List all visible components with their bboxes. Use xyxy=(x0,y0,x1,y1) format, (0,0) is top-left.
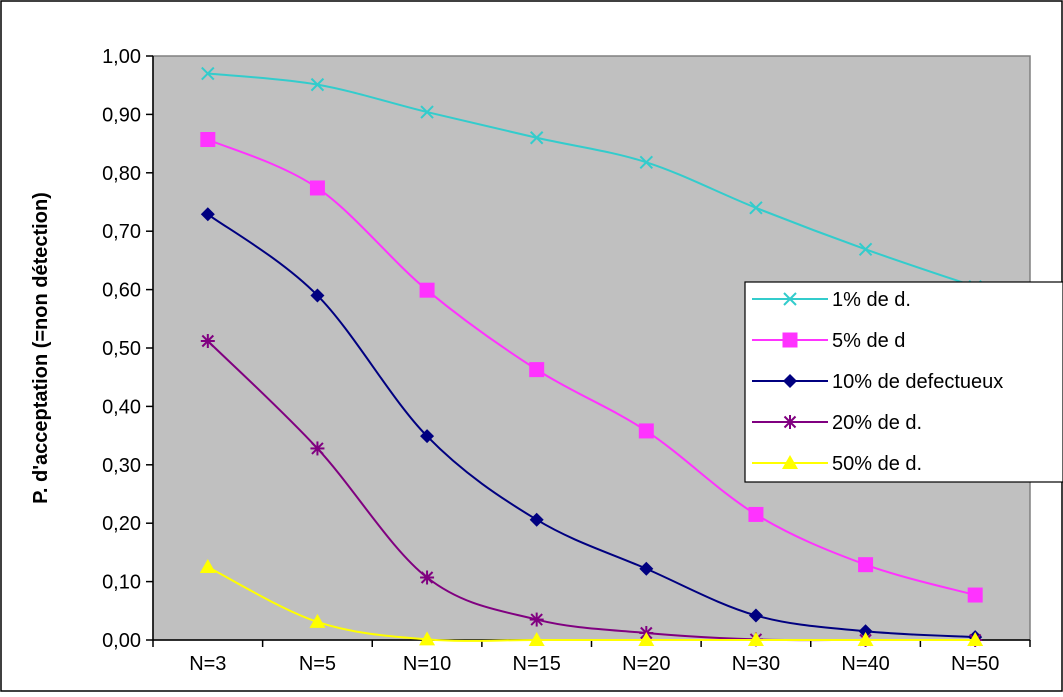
legend-label: 5% de d xyxy=(832,330,905,352)
series-5 xyxy=(199,559,984,646)
data-point xyxy=(309,180,325,196)
star-stroke xyxy=(311,442,324,455)
data-point xyxy=(858,557,874,573)
data-point xyxy=(858,624,873,639)
data-point xyxy=(639,561,654,576)
y-tick-label: 0,00 xyxy=(102,630,141,652)
y-axis: 0,00 0,10 0,20 0,30 0,40 0,50 0,60 0,70 0,80 0,90… xyxy=(102,46,154,652)
data-point xyxy=(419,631,436,646)
series-3 xyxy=(200,207,983,645)
series-1 xyxy=(201,66,982,294)
data-point xyxy=(858,242,873,257)
data-point xyxy=(529,612,544,627)
series-line xyxy=(207,213,976,639)
x-stroke xyxy=(749,201,763,215)
y-tick-label: 0,20 xyxy=(102,513,141,535)
x-stroke xyxy=(639,155,654,169)
x-tick-label: N=30 xyxy=(732,653,780,675)
legend-label: 10% de defectueux xyxy=(832,371,1003,393)
legend-marker xyxy=(782,455,798,469)
data-point xyxy=(420,429,435,444)
data-point xyxy=(638,423,654,439)
legend-label: 20% de d. xyxy=(832,412,922,434)
data-point xyxy=(201,66,215,81)
y-tick-label: 0,40 xyxy=(102,396,141,418)
data-point xyxy=(420,570,435,585)
x-tick-label: N=15 xyxy=(513,653,561,675)
series-2 xyxy=(200,132,983,603)
y-tick-label: 0,90 xyxy=(102,104,141,126)
data-point xyxy=(857,632,874,646)
x-stroke xyxy=(529,131,544,145)
star-stroke xyxy=(201,334,215,348)
y-tick-label: 0,10 xyxy=(102,572,141,594)
legend-item: 50% de d. xyxy=(752,453,922,475)
data-point xyxy=(200,207,215,222)
x-tick-label: N=10 xyxy=(403,653,451,675)
data-point xyxy=(310,288,325,303)
data-point xyxy=(748,608,763,623)
data-point xyxy=(749,201,763,215)
y-tick-label: 0,50 xyxy=(102,338,141,360)
data-point xyxy=(310,77,325,92)
x-stroke xyxy=(201,66,215,81)
x-tick-label: N=20 xyxy=(622,653,670,675)
x-tick-label: N=50 xyxy=(951,653,999,675)
y-tick-label: 0,60 xyxy=(102,280,141,302)
data-point xyxy=(639,155,654,169)
legend-marker xyxy=(782,332,798,348)
legend-marker xyxy=(783,292,797,306)
data-point xyxy=(199,559,216,573)
y-axis-label: P. d'acceptation (=non détection) xyxy=(30,192,52,504)
data-point xyxy=(310,441,325,456)
star-stroke xyxy=(783,415,797,429)
legend: 1% de d. 5% de d 10% de defectueux 20% de d… xyxy=(744,281,1063,483)
data-point xyxy=(529,362,545,378)
star-stroke xyxy=(530,613,543,626)
legend-item: 1% de d. xyxy=(752,289,911,311)
series-line xyxy=(207,138,976,596)
x-stroke xyxy=(858,242,873,257)
star-stroke xyxy=(420,571,434,584)
legend-item: 10% de defectueux xyxy=(752,371,1003,393)
x-tick-label: N=3 xyxy=(189,653,226,675)
data-point xyxy=(747,632,764,646)
series-line xyxy=(207,72,976,288)
y-tick-label: 1,00 xyxy=(102,46,141,68)
y-tick-label: 0,30 xyxy=(102,455,141,477)
x-stroke xyxy=(420,105,434,119)
data-point xyxy=(529,131,544,145)
legend-label: 1% de d. xyxy=(832,289,911,311)
legend-label: 50% de d. xyxy=(832,453,922,475)
data-point xyxy=(967,632,984,646)
legend-marker xyxy=(783,415,797,429)
data-point xyxy=(419,282,435,298)
x-stroke xyxy=(310,77,325,92)
data-point xyxy=(309,613,326,628)
legend-marker xyxy=(783,374,797,388)
data-point xyxy=(200,333,215,348)
x-tick-label: N=40 xyxy=(841,653,889,675)
series-layer xyxy=(199,66,984,647)
data-point xyxy=(528,632,545,646)
legend-item: 5% de d xyxy=(752,330,905,352)
data-point xyxy=(638,632,655,646)
y-tick-label: 0,80 xyxy=(102,163,141,185)
data-point xyxy=(420,105,434,119)
x-tick-label: N=5 xyxy=(299,653,336,675)
legend-item: 20% de d. xyxy=(752,412,922,434)
data-point xyxy=(529,512,544,527)
data-point xyxy=(748,506,764,522)
x-stroke xyxy=(783,292,797,306)
data-point xyxy=(200,132,216,148)
y-tick-label: 0,70 xyxy=(102,221,141,243)
data-point xyxy=(967,587,983,603)
